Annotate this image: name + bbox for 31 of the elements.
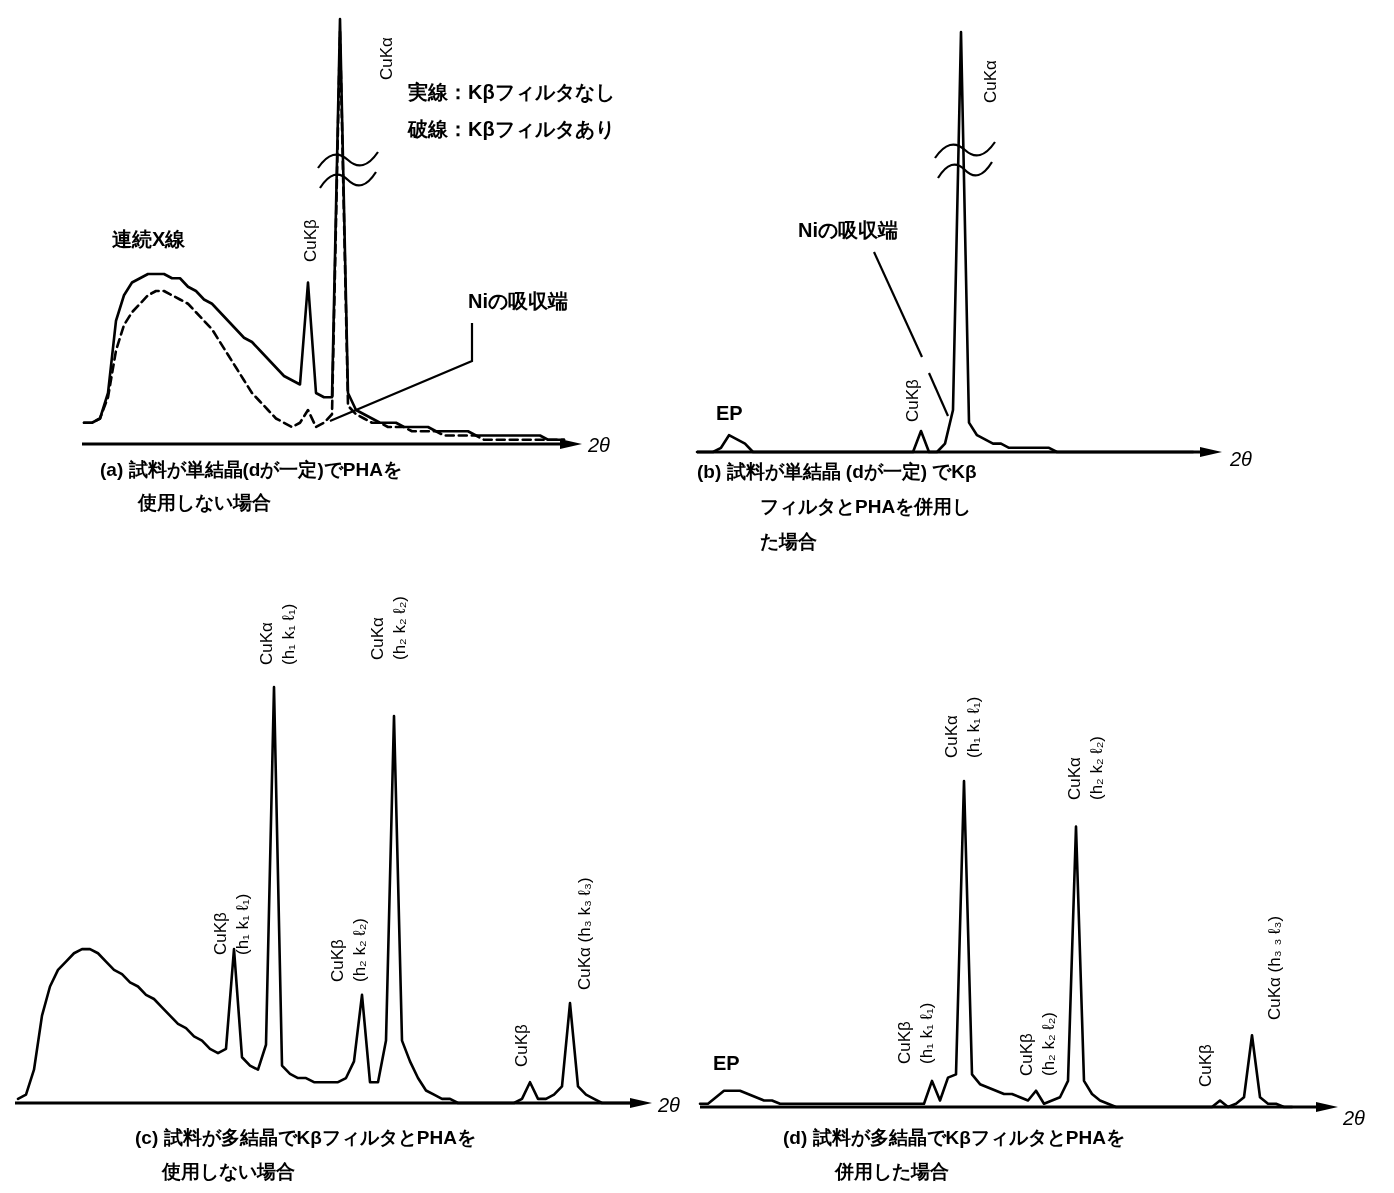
- text: CuKα (h₁ k₁ ℓ₁): [942, 696, 984, 758]
- annotation: CuKβ: [301, 218, 320, 262]
- annotation: CuKα (h₂ k₂ ℓ₂): [1065, 735, 1107, 800]
- annotation: CuKα (h₃ k₃ ℓ₃): [575, 877, 594, 990]
- annotation: CuKβ (h₁ k₁ ℓ₁): [895, 1002, 937, 1064]
- annotation: CuKα: [981, 59, 1000, 103]
- x-axis-title: 2θ: [1229, 448, 1253, 470]
- annotation: Niの吸収端: [798, 219, 898, 241]
- text: (c) 試料が多結晶でKβフィルタとPHAを使用しない場合: [135, 1127, 476, 1182]
- x-axis-title: 2θ: [587, 434, 611, 456]
- text: (d) 試料が多結晶でKβフィルタとPHAを併用した場合: [783, 1127, 1125, 1182]
- annotation: CuKβ: [512, 1023, 531, 1067]
- annotation: 破線：Kβフィルタあり: [407, 118, 615, 140]
- x-axis-title: 2θ: [657, 1094, 681, 1116]
- text: CuKα (h₁ k₁ ℓ₁): [257, 603, 299, 665]
- annotation: 実線：Kβフィルタなし: [407, 81, 615, 103]
- annotation: CuKα (h₃ ₃ ℓ₃): [1265, 915, 1284, 1020]
- annotation: CuKβ: [1196, 1043, 1215, 1087]
- annotation: CuKβ: [903, 378, 922, 422]
- annotation: EP: [713, 1052, 740, 1074]
- annotation: CuKβ (h₂ k₂ ℓ₂): [328, 917, 370, 982]
- x-axis-title: 2θ: [1342, 1107, 1366, 1129]
- text: (a) 試料が単結晶(dが一定)でPHAを使用しない場合: [100, 459, 402, 513]
- annotation: 連続X線: [112, 228, 187, 250]
- annotation: CuKβ (h₁ k₁ ℓ₁): [211, 893, 253, 955]
- annotation: EP: [716, 402, 743, 424]
- annotation: CuKβ (h₂ k₂ ℓ₂): [1017, 1011, 1059, 1076]
- text: (b) 試料が単結晶 (dが一定) でKβフィルタとPHAを併用した場合: [697, 461, 977, 552]
- annotation: Niの吸収端: [468, 290, 568, 312]
- text: CuKα (h₂ k₂ ℓ₂): [368, 595, 410, 660]
- annotation: CuKα: [377, 36, 396, 80]
